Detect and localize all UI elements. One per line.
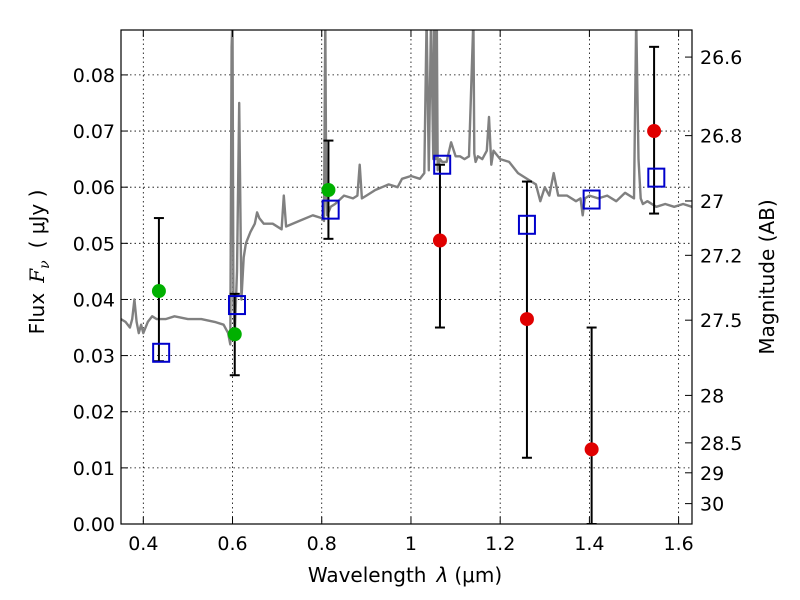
x-tick-label: 0.6 xyxy=(217,533,247,555)
y2-tick-label: 28.5 xyxy=(700,433,742,455)
square-marker xyxy=(433,154,452,175)
y2-tick-label: 30 xyxy=(700,494,724,516)
ticks: 0.4 0.6 0.8 1 1.2 1.4 1.6 0.00 0.01 0.02 0.03 0.04 0… xyxy=(73,30,742,555)
plot-area xyxy=(121,30,692,524)
x-axis-title-symbol: λ xyxy=(436,563,449,587)
spectrum-line xyxy=(121,30,692,346)
y2-tick-label: 26.8 xyxy=(700,126,742,148)
circle-marker xyxy=(227,327,242,342)
y2-axis-title: Magnitude (AB) xyxy=(755,199,779,354)
y2-tick-label: 27.5 xyxy=(700,310,742,332)
y-tick-label: 0.03 xyxy=(73,346,115,368)
y-tick-label: 0.01 xyxy=(73,458,115,480)
square-marker xyxy=(517,214,536,235)
y-tick-label: 0.00 xyxy=(73,514,115,536)
y-axis-title-text: Flux xyxy=(25,293,49,335)
y2-tick-label: 27.2 xyxy=(700,245,742,267)
circle-marker xyxy=(151,284,166,299)
y-tick-label: 0.08 xyxy=(73,65,115,87)
plot-frame xyxy=(120,29,693,525)
y-tick-label: 0.02 xyxy=(73,402,115,424)
circle-marker xyxy=(647,124,662,139)
x-axis-title: Wavelength λ (μm) xyxy=(308,563,502,587)
y-axis-title-symbol: F xyxy=(25,268,49,284)
x-axis-title-unit: (μm) xyxy=(454,563,502,587)
y-tick-label: 0.05 xyxy=(73,233,115,255)
x-tick-label: 1.4 xyxy=(574,533,604,555)
square-marker xyxy=(227,295,246,316)
x-tick-label: 1.6 xyxy=(664,533,694,555)
circle-marker xyxy=(519,312,534,327)
square-marker xyxy=(582,189,601,210)
y2-tick-label: 28 xyxy=(700,385,724,407)
y-axis-title-unit: ( μJy ) xyxy=(25,190,49,249)
x-tick-label: 1.2 xyxy=(485,533,515,555)
circle-marker xyxy=(432,233,447,248)
x-tick-label: 0.4 xyxy=(128,533,158,555)
square-marker xyxy=(152,342,171,363)
square-marker xyxy=(647,167,666,188)
plot-content xyxy=(121,30,692,524)
circle-marker xyxy=(584,442,599,457)
y2-tick-label: 29 xyxy=(700,463,724,485)
y-tick-label: 0.07 xyxy=(73,121,115,143)
y2-tick-label: 26.6 xyxy=(700,47,742,69)
y-axis-title: Flux Fν ( μJy ) xyxy=(25,190,53,335)
y-axis-title-subscript: ν xyxy=(37,260,53,269)
x-axis-title-text: Wavelength xyxy=(308,563,427,587)
y2-tick-label: 27 xyxy=(700,191,724,213)
square-marker xyxy=(321,199,340,220)
x-tick-label: 1 xyxy=(405,533,417,555)
x-tick-label: 0.8 xyxy=(307,533,337,555)
y-tick-label: 0.06 xyxy=(73,177,115,199)
y-tick-label: 0.04 xyxy=(73,289,115,311)
circle-marker xyxy=(321,182,336,197)
